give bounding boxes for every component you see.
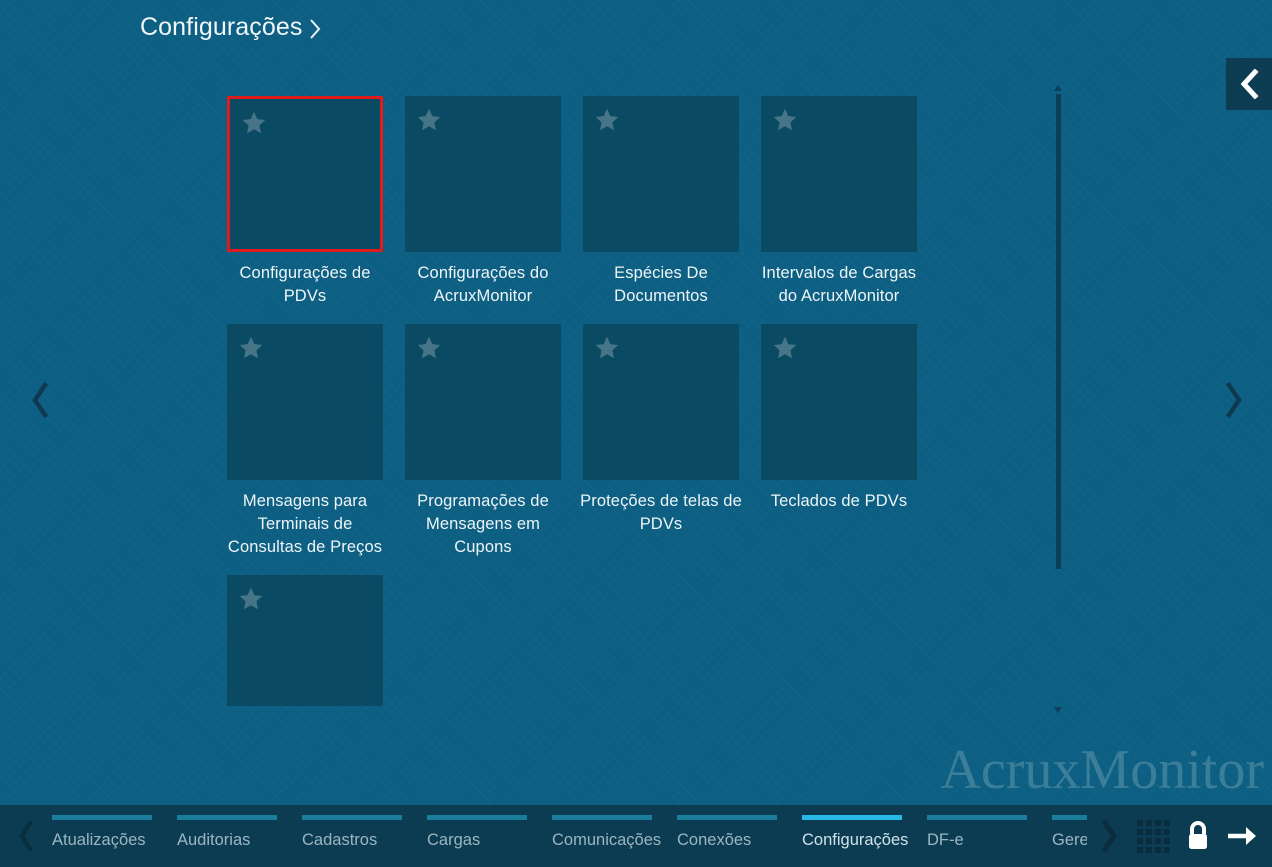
tab-label: Cadastros	[302, 831, 378, 849]
tile-partial-next-row[interactable]	[216, 559, 394, 706]
star-icon[interactable]	[594, 107, 620, 133]
tile-configuracoes-do-acruxmonitor[interactable]: Configurações do AcruxMonitor	[394, 96, 572, 308]
tab-conexoes[interactable]: Conexões	[677, 805, 777, 850]
lock-icon[interactable]	[1184, 819, 1212, 853]
chevron-right-icon	[309, 18, 322, 40]
tile-thumbnail[interactable]	[227, 575, 383, 706]
tile-thumbnail[interactable]	[227, 96, 383, 252]
chevron-right-icon	[1225, 382, 1242, 418]
tile-thumbnail[interactable]	[405, 324, 561, 480]
scrollbar-thumb[interactable]	[1056, 94, 1061, 569]
tab-indicator-bar	[1052, 815, 1087, 820]
tile-label: Proteções de telas de PDVs	[580, 492, 742, 533]
back-button[interactable]	[1226, 58, 1272, 110]
caret-down-icon[interactable]	[1053, 706, 1063, 714]
star-icon[interactable]	[238, 586, 264, 612]
breadcrumb[interactable]: Configurações	[140, 13, 322, 42]
chevron-right-icon	[1101, 820, 1117, 852]
tab-comunicacoes[interactable]: Comunicações	[552, 805, 662, 850]
tile-thumbnail[interactable]	[761, 96, 917, 252]
bottom-navigation-bar: Atualizações Auditorias Cadastros Cargas…	[0, 805, 1272, 867]
vertical-scrollbar[interactable]	[1052, 84, 1064, 714]
tab-label: Auditorias	[177, 831, 251, 849]
bottom-nav-next-button[interactable]	[1087, 805, 1131, 867]
breadcrumb-label[interactable]: Configurações	[140, 13, 303, 41]
caret-up-icon[interactable]	[1053, 84, 1063, 92]
tile-grid-viewport: Configurações de PDVs Configurações do A…	[216, 96, 1040, 706]
tile-label: Configurações de PDVs	[239, 264, 371, 305]
tile-mensagens-para-terminais-de-consultas-de-precos[interactable]: Mensagens para Terminais de Consultas de…	[216, 308, 394, 559]
tab-configuracoes[interactable]: Configurações	[802, 805, 909, 850]
tab-indicator-bar	[677, 815, 777, 820]
tile-intervalos-de-cargas-do-acruxmonitor[interactable]: Intervalos de Cargas do AcruxMonitor	[750, 96, 928, 308]
tab-gerenciamento[interactable]: Geren	[1052, 805, 1087, 850]
page-prev-button[interactable]	[12, 374, 68, 426]
tab-label: Atualizações	[52, 831, 146, 849]
tile-protecoes-de-telas-de-pdvs[interactable]: Proteções de telas de PDVs	[572, 308, 750, 559]
star-icon[interactable]	[241, 110, 267, 136]
page-next-button[interactable]	[1206, 374, 1262, 426]
tile-label: Mensagens para Terminais de Consultas de…	[227, 492, 383, 556]
chevron-left-icon	[1240, 69, 1259, 99]
tab-indicator-bar	[802, 815, 902, 820]
tab-indicator-bar	[52, 815, 152, 820]
tab-indicator-bar	[552, 815, 652, 820]
tab-cadastros[interactable]: Cadastros	[302, 805, 402, 850]
bottom-nav-action-icons	[1131, 819, 1272, 853]
tile-thumbnail[interactable]	[405, 96, 561, 252]
apps-grid-icon[interactable]	[1137, 819, 1170, 853]
star-icon[interactable]	[416, 107, 442, 133]
star-icon[interactable]	[238, 335, 264, 361]
tile-programacoes-de-mensagens-em-cupons[interactable]: Programações de Mensagens em Cupons	[394, 308, 572, 559]
tab-cargas[interactable]: Cargas	[427, 805, 527, 850]
star-icon[interactable]	[594, 335, 620, 361]
tile-thumbnail[interactable]	[227, 324, 383, 480]
chevron-left-icon	[32, 382, 49, 418]
tile-label: Espécies De Documentos	[614, 264, 708, 305]
tile-label: Teclados de PDVs	[770, 492, 908, 510]
tab-df-e[interactable]: DF-e	[927, 805, 1027, 850]
tab-label: Cargas	[427, 831, 481, 849]
tile-label: Intervalos de Cargas do AcruxMonitor	[761, 264, 917, 305]
app-watermark: AcruxMonitor	[940, 739, 1264, 801]
star-icon[interactable]	[772, 107, 798, 133]
bottom-nav-prev-button[interactable]	[0, 805, 52, 867]
star-icon[interactable]	[416, 335, 442, 361]
tab-label: Geren	[1052, 831, 1087, 849]
tab-indicator-bar	[927, 815, 1027, 820]
tab-label: DF-e	[927, 831, 964, 849]
tile-thumbnail[interactable]	[761, 324, 917, 480]
tile-thumbnail[interactable]	[583, 96, 739, 252]
tab-indicator-bar	[427, 815, 527, 820]
star-icon[interactable]	[772, 335, 798, 361]
chevron-left-icon	[19, 821, 33, 851]
tile-label: Programações de Mensagens em Cupons	[417, 492, 549, 556]
tile-especies-de-documentos[interactable]: Espécies De Documentos	[572, 96, 750, 308]
tab-indicator-bar	[302, 815, 402, 820]
tab-label: Comunicações	[552, 831, 662, 849]
tile-label: Configurações do AcruxMonitor	[417, 264, 549, 305]
logout-arrow-icon[interactable]	[1226, 822, 1258, 850]
tile-grid: Configurações de PDVs Configurações do A…	[216, 96, 928, 706]
tab-label: Configurações	[802, 831, 909, 849]
tab-label: Conexões	[677, 831, 752, 849]
tile-thumbnail[interactable]	[583, 324, 739, 480]
tab-atualizacoes[interactable]: Atualizações	[52, 805, 152, 850]
tile-configuracoes-de-pdvs[interactable]: Configurações de PDVs	[216, 96, 394, 308]
tile-teclados-de-pdvs[interactable]: Teclados de PDVs	[750, 308, 928, 559]
tab-indicator-bar	[177, 815, 277, 820]
bottom-nav-tabs: Atualizações Auditorias Cadastros Cargas…	[52, 805, 1087, 867]
tab-auditorias[interactable]: Auditorias	[177, 805, 277, 850]
